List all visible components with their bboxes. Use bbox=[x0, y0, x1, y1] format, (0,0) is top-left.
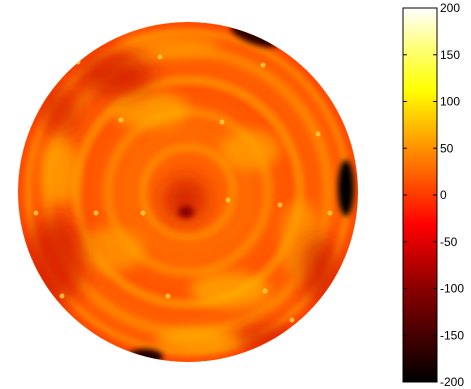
colorbar-gradient bbox=[402, 7, 438, 383]
dark-spot-bottom-left bbox=[127, 349, 163, 362]
colorbar-tick-label: 200 bbox=[440, 1, 460, 15]
colorbar-tick-label: 0 bbox=[440, 188, 447, 202]
center-dark bbox=[178, 206, 194, 218]
dark-spot-right-edge bbox=[338, 160, 354, 216]
colorbar-tick-label: -100 bbox=[440, 282, 464, 296]
colorbar-ticks: 200 150 100 50 0 -50 -100 -150 -200 bbox=[403, 1, 464, 389]
colorbar-tick-label: 50 bbox=[440, 141, 454, 155]
colorbar-tick-label: -50 bbox=[440, 235, 458, 249]
marker-stars bbox=[33, 54, 333, 323]
heatmap-disc bbox=[18, 22, 358, 362]
colorbar: 200 150 100 50 0 -50 -100 -150 -200 bbox=[402, 1, 464, 389]
colorbar-tick-label: -150 bbox=[440, 328, 464, 342]
colorbar-tick-label: -200 bbox=[440, 375, 464, 389]
colorbar-tick-label: 150 bbox=[440, 48, 460, 62]
colorbar-tick-label: 100 bbox=[440, 95, 460, 109]
disc-outline bbox=[17, 21, 359, 363]
